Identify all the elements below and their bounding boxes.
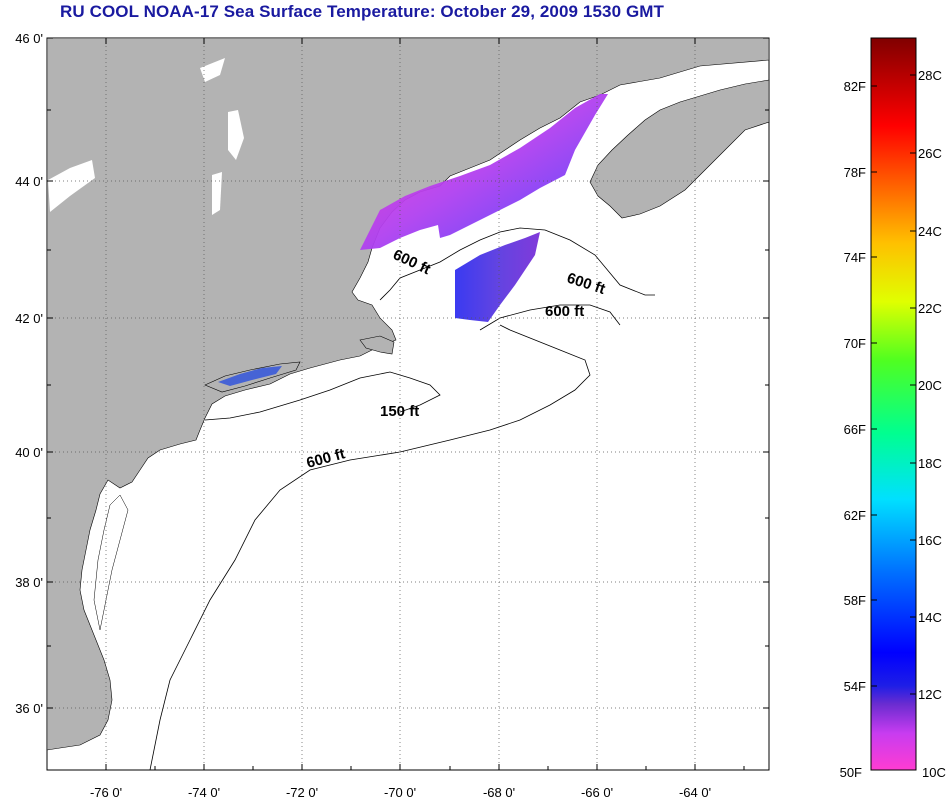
lon-label: -74 0' [188,785,220,800]
lake-1 [200,58,225,82]
sst-swath-georges-bank [455,232,540,322]
graticule [47,38,769,770]
c-label: 22C [918,301,942,316]
f-label: 70F [844,336,866,351]
lon-label: -66 0' [581,785,613,800]
lake-4 [212,172,222,215]
lon-label: -68 0' [483,785,515,800]
lake-3 [228,110,244,160]
contour-600ft-gulf [379,227,655,301]
color-scale-bar [870,37,917,771]
c-label: 10C [922,765,946,780]
f-label: 74F [844,250,866,265]
longitude-labels: -76 0' -74 0' -72 0' -70 0' -68 0' -66 0… [90,785,711,800]
lon-label: -76 0' [90,785,122,800]
landmass-new-england [47,38,769,751]
chesapeake-bay [93,494,129,631]
f-label: 58F [844,593,866,608]
lat-label: 40 0' [15,445,43,460]
contour-label: 150 ft [380,403,419,420]
latitude-labels: 46 0' 44 0' 42 0' 40 0' 38 0' 36 0' [15,31,43,716]
sst-swath-gulf-of-maine [360,94,608,250]
celsius-labels: 28C 26C 24C 22C 20C 18C 16C 14C 12C 10C [918,68,946,780]
c-label: 20C [918,378,942,393]
contour-600ft-shelf [149,324,591,770]
c-label: 24C [918,224,942,239]
c-label: 26C [918,146,942,161]
lat-label: 38 0' [15,575,43,590]
sst-patch-long-island-sound [218,366,282,386]
lat-label: 46 0' [15,31,43,46]
contour-label: 600 ft [545,303,584,320]
lake-2 [48,160,95,212]
lon-label: -64 0' [679,785,711,800]
lat-label: 42 0' [15,311,43,326]
lon-label: -72 0' [286,785,318,800]
map-title: RU COOL NOAA-17 Sea Surface Temperature:… [60,2,665,21]
landmass-cape-cod [359,335,395,355]
fahrenheit-labels: 82F 78F 74F 70F 66F 62F 58F 54F 50F [840,79,866,780]
c-label: 14C [918,610,942,625]
f-label: 54F [844,679,866,694]
f-label: 82F [844,79,866,94]
c-label: 12C [918,687,942,702]
f-label: 78F [844,165,866,180]
lat-label: 44 0' [15,174,43,189]
c-label: 28C [918,68,942,83]
c-label: 16C [918,533,942,548]
f-label: 62F [844,508,866,523]
landmass-nova-scotia [589,79,769,219]
axis-ticks [47,37,769,770]
lat-label: 36 0' [15,701,43,716]
c-label: 18C [918,456,942,471]
contour-150ft [204,371,441,421]
f-label: 50F [840,765,862,780]
lon-label: -70 0' [384,785,416,800]
f-label: 66F [844,422,866,437]
